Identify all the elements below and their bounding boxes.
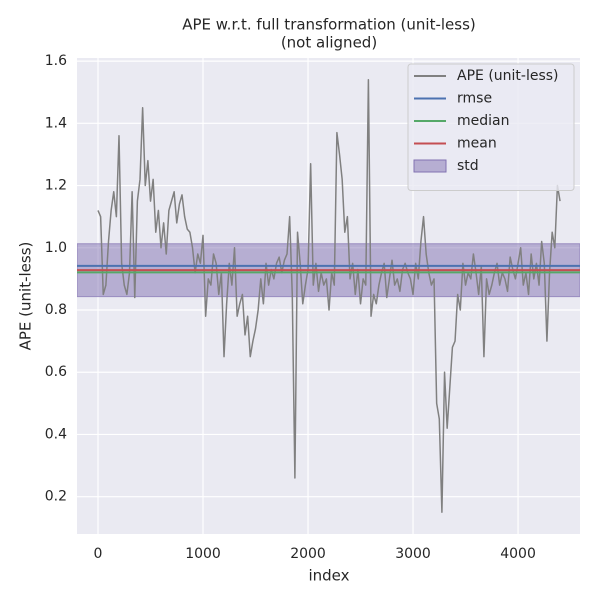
plot-layer — [77, 79, 580, 513]
legend-swatch — [413, 159, 447, 173]
legend-label: APE (unit-less) — [457, 68, 559, 84]
x-axis-label: index — [308, 567, 349, 585]
y-tick-label: 1.0 — [45, 240, 67, 256]
x-tick-label: 3000 — [395, 546, 431, 562]
legend-box — [407, 63, 575, 191]
x-tick-label: 0 — [94, 546, 103, 562]
y-tick-label: 1.2 — [45, 178, 67, 194]
chart-subtitle: (not aligned) — [281, 34, 377, 52]
x-tick-label: 4000 — [500, 546, 536, 562]
y-tick-label: 1.4 — [45, 115, 67, 131]
y-tick-label: 0.4 — [45, 426, 67, 442]
y-tick-label: 0.6 — [45, 364, 67, 380]
chart-title: APE w.r.t. full transformation (unit-les… — [182, 16, 476, 34]
x-tick-label: 2000 — [290, 546, 326, 562]
y-tick-label: 0.2 — [45, 489, 67, 505]
legend-label: rmse — [457, 91, 492, 107]
x-tick-label: 1000 — [185, 546, 221, 562]
legend-label: std — [457, 158, 479, 174]
y-axis-label: APE (unit-less) — [17, 242, 35, 351]
legend-label: mean — [457, 136, 497, 152]
y-tick-label: 0.8 — [45, 302, 67, 318]
legend-label: median — [457, 113, 509, 129]
data-line — [97, 79, 561, 513]
y-tick-label: 1.6 — [45, 53, 67, 69]
